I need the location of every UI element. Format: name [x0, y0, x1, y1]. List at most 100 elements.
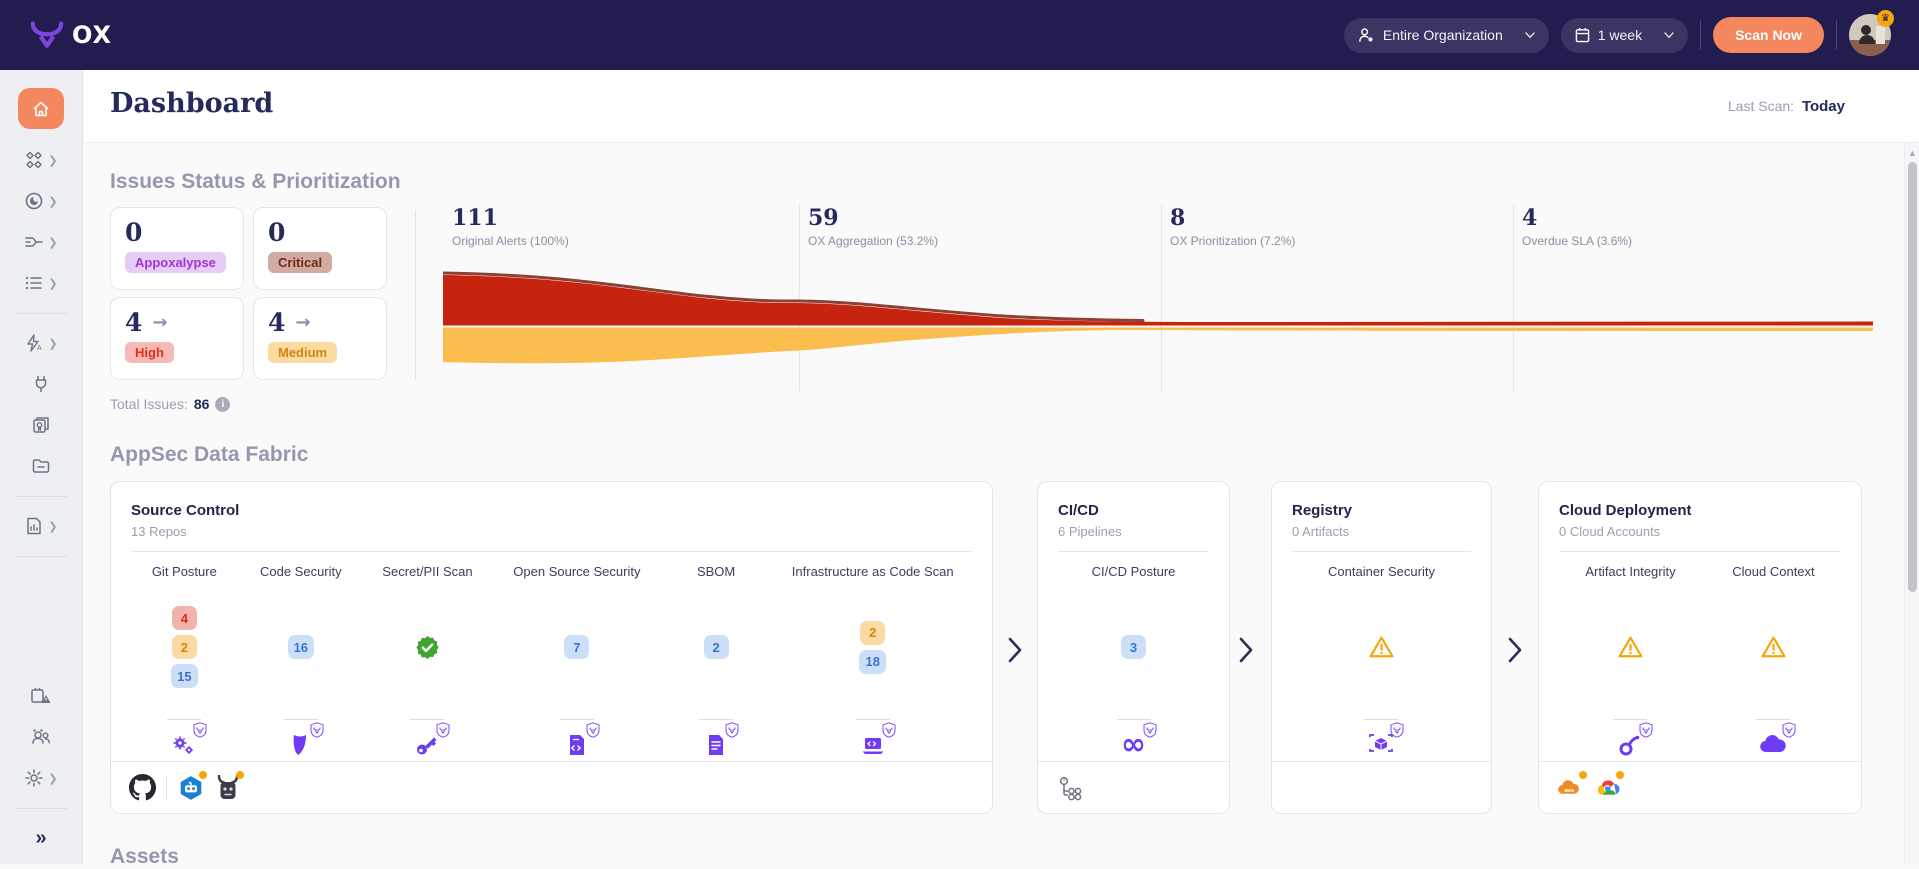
column-header: Artifact Integrity: [1585, 564, 1676, 579]
scrollbar-up-arrow[interactable]: ▲: [1908, 148, 1917, 158]
column-divider: [1613, 719, 1648, 720]
funnel-stage-ox-aggregation: 59 OX Aggregation (53.2%): [808, 205, 938, 248]
sidebar-item-pipelines[interactable]: ❯: [11, 225, 71, 259]
count-badge-info[interactable]: 15: [171, 664, 198, 688]
column-divider: [1364, 719, 1399, 720]
stage-value: 8: [1170, 205, 1186, 231]
page-header: Dashboard Last Scan: Today: [84, 70, 1919, 143]
chevron-right-icon: ❯: [48, 772, 58, 785]
topbar-divider: [1836, 20, 1837, 50]
sidebar: ❯ ❯ ❯ ❯ A ❯: [0, 70, 83, 864]
fabric-next-chevron[interactable]: [1000, 630, 1030, 670]
sidebar-item-reports[interactable]: ❯: [11, 509, 71, 543]
ox-horns-icon: [30, 21, 64, 48]
container-shield-icon[interactable]: [1366, 722, 1404, 761]
severity-card-critical[interactable]: 0 Critical: [253, 207, 387, 290]
fabric-next-chevron[interactable]: [1231, 630, 1261, 670]
column-code-security: Code Security 16: [260, 564, 342, 761]
severity-card-appoxalypse[interactable]: 0 Appoxalypse: [110, 207, 244, 290]
sidebar-item-attestations[interactable]: [11, 408, 71, 442]
warning-icon[interactable]: [1617, 635, 1644, 659]
sidebar-item-connector-alerts[interactable]: [11, 679, 71, 713]
shield-swoosh-icon[interactable]: [286, 722, 324, 761]
dependabot-icon[interactable]: [177, 771, 207, 801]
sidebar-item-home[interactable]: [18, 88, 64, 129]
scan-now-button[interactable]: Scan Now: [1713, 17, 1824, 53]
google-cloud-icon[interactable]: [1594, 771, 1624, 801]
column-cicd-posture: CI/CD Posture 3 ∞: [1092, 564, 1176, 761]
count-badge-medium[interactable]: 2: [171, 635, 197, 659]
period-selector-label: 1 week: [1597, 27, 1643, 43]
aws-icon[interactable]: aws: [1557, 771, 1587, 801]
workflow-icon[interactable]: [1056, 774, 1083, 801]
column-secret-pii-scan: Secret/PII Scan: [382, 564, 473, 761]
brand-text: OX: [72, 21, 113, 49]
key-shield-icon[interactable]: [412, 722, 450, 761]
ox-logo[interactable]: OX: [30, 20, 112, 50]
report-icon: [27, 517, 42, 535]
period-selector[interactable]: 1 week: [1560, 17, 1689, 53]
chevron-down-icon: [1524, 31, 1535, 38]
sidebar-item-issues[interactable]: ❯: [11, 184, 71, 218]
user-avatar[interactable]: ♛: [1849, 10, 1894, 56]
column-header: Infrastructure as Code Scan: [791, 564, 954, 579]
column-header: Git Posture: [151, 564, 217, 579]
warning-icon[interactable]: [1760, 635, 1787, 659]
sidebar-item-artifacts[interactable]: [11, 449, 71, 483]
column-divider: [699, 719, 734, 720]
assets-section-title: Assets: [110, 845, 179, 868]
sidebar-item-apps[interactable]: ❯: [11, 143, 71, 177]
column-cloud-context: Cloud Context: [1732, 564, 1815, 761]
stage-label: OX Aggregation (53.2%): [808, 234, 939, 248]
column-divider: [167, 719, 202, 720]
info-icon[interactable]: i: [215, 396, 231, 412]
stage-value: 59: [808, 205, 839, 231]
fabric-next-chevron[interactable]: [1500, 630, 1530, 670]
column-header: Code Security: [259, 564, 342, 579]
sidebar-item-users[interactable]: [11, 720, 71, 754]
laptop-shield-icon[interactable]: [858, 722, 896, 761]
count-badge-info[interactable]: 18: [859, 649, 886, 674]
ox-bot-icon[interactable]: [214, 771, 244, 801]
code-doc-shield-icon[interactable]: [562, 722, 600, 761]
funnel-area-shape: [443, 271, 1873, 364]
column-artifact-integrity: Artifact Integrity: [1585, 564, 1676, 761]
calendar-icon: [1575, 27, 1590, 43]
cloud-shield-icon[interactable]: [1758, 722, 1796, 761]
doc-shield-icon[interactable]: [701, 722, 739, 761]
count-badge-info[interactable]: 16: [287, 635, 315, 659]
count-badge-info[interactable]: 3: [1121, 635, 1146, 659]
severity-badge-high: High: [125, 342, 174, 363]
org-selector[interactable]: Entire Organization: [1343, 17, 1549, 53]
scrollbar-track[interactable]: ▲: [1904, 143, 1919, 864]
count-badge-info[interactable]: 2: [703, 635, 729, 659]
issues-section-title: Issues Status & Prioritization: [110, 170, 401, 193]
funnel-stage-divider: [799, 205, 800, 391]
scrollbar-thumb[interactable]: [1908, 162, 1917, 592]
sidebar-expand-button[interactable]: »: [35, 827, 47, 849]
sidebar-item-policies[interactable]: ❯: [11, 266, 71, 300]
topbar: OX Entire Organization 1 week Scan: [0, 0, 1919, 70]
count-badge-medium[interactable]: 2: [860, 620, 886, 645]
severity-card-high[interactable]: 4 → High: [110, 297, 244, 380]
critical-count: 0: [268, 218, 286, 247]
infinity-shield-icon[interactable]: ∞: [1119, 722, 1156, 761]
severity-card-medium[interactable]: 4 → Medium: [253, 297, 387, 380]
ox-shield-icon: [725, 722, 739, 738]
sidebar-item-connectors[interactable]: [11, 367, 71, 401]
notification-dot: [236, 771, 244, 779]
gears-shield-icon[interactable]: [169, 722, 207, 761]
sidebar-item-settings[interactable]: ❯: [11, 761, 71, 795]
column-divider: [559, 719, 594, 720]
card-title: CI/CD: [1058, 502, 1099, 519]
warning-icon[interactable]: [1368, 635, 1395, 659]
pipeline-icon: [25, 237, 44, 247]
count-badge-info[interactable]: 7: [564, 635, 590, 659]
check-badge-icon[interactable]: [415, 635, 440, 660]
chain-shield-icon[interactable]: [1615, 722, 1653, 761]
count-badge-high[interactable]: 4: [171, 606, 197, 630]
sidebar-item-automations[interactable]: A ❯: [11, 326, 71, 360]
page-title: Dashboard: [110, 88, 274, 119]
arrow-right-icon: →: [152, 312, 168, 333]
github-icon[interactable]: [129, 774, 156, 801]
